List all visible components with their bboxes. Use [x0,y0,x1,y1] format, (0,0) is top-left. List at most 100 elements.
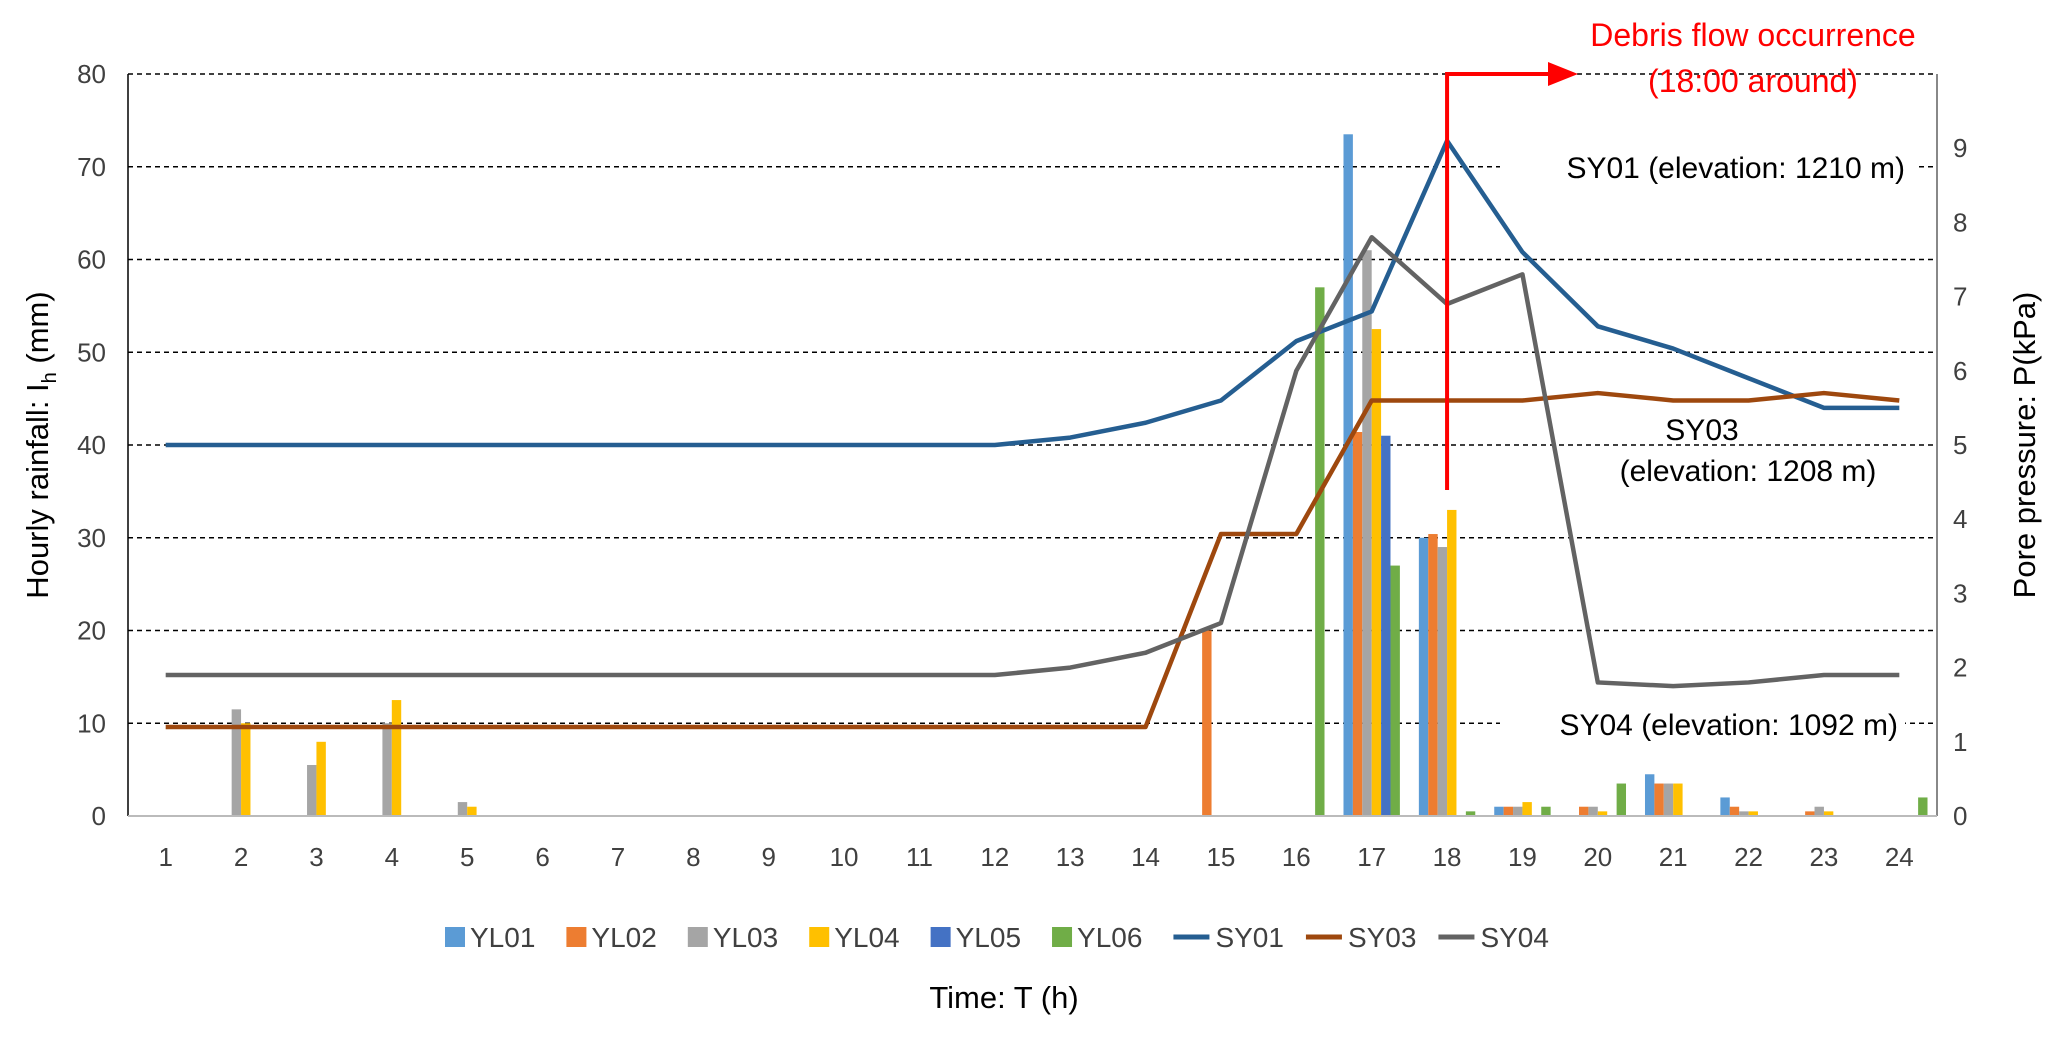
legend-label-sy04: SY04 [1480,922,1549,953]
y-right-tick-label: 7 [1953,282,1967,312]
event-label-line1: Debris flow occurrence [1590,17,1915,53]
bar-yl04 [1823,811,1834,816]
y-axis-right-label: Pore pressure: P(kPa) [2007,292,2042,599]
bar-yl02 [1352,432,1363,816]
x-tick-label: 24 [1885,842,1914,872]
event-marker-line [1445,72,1555,490]
bar-yl04 [1673,783,1683,816]
sy03-annotation: SY03 (elevation: 1208 m) [1595,414,1900,490]
bar-yl01 [1418,537,1429,816]
arrow-right-icon [1548,62,1578,86]
x-tick-label: 5 [460,842,474,872]
bar-yl03 [1362,250,1372,817]
y-left-tick-label: 40 [77,430,106,460]
sy01-annotation: SY01 (elevation: 1210 m) [1500,145,1915,187]
bar-yl03 [1513,806,1523,816]
axes [127,74,1938,817]
y-axis-left-label: Hourly rainfall: Ih (mm) [20,291,61,598]
legend: YL01 YL02 YL03 YL04 YL05 YL06 SY01 SY03 SY04 [445,922,1549,953]
legend-label-yl03: YL03 [713,922,778,953]
x-tick-label: 23 [1809,842,1838,872]
bar-yl02 [1428,534,1438,816]
bar-yl03 [457,802,468,816]
bar-yl02 [1202,630,1212,816]
x-axis-label: Time: T (h) [929,980,1078,1015]
x-tick-label: 4 [385,842,399,872]
bar-yl04 [391,700,402,816]
bar-yl04 [1371,329,1382,816]
y-right-tick-label: 9 [1953,133,1967,163]
event-label-line2: (18:00 around) [1648,63,1858,99]
x-tick-label: 17 [1357,842,1386,872]
sy04-annotation: SY04 (elevation: 1092 m) [1500,703,1905,745]
y-right-tick-label: 1 [1953,727,1967,757]
x-tick-label: 2 [234,842,248,872]
y-left-tick-label: 10 [77,708,106,738]
x-tick-label: 19 [1508,842,1537,872]
x-tick-label: 1 [158,842,172,872]
y-right-tick-label: 6 [1953,356,1967,386]
bar-yl04 [1597,811,1608,816]
x-tick-label: 14 [1131,842,1160,872]
bar-yl04 [1522,802,1532,816]
line-sy04 [165,234,1900,689]
bar-yl03 [1739,811,1749,816]
legend-label-sy03: SY03 [1348,922,1417,953]
bar-yl03 [1437,547,1448,816]
y-left-tick-label: 0 [92,801,106,831]
bar-yl04 [1447,509,1457,816]
x-tick-label: 20 [1583,842,1612,872]
y-left-tick-label: 80 [77,59,106,89]
y-left-tick-label: 60 [77,245,106,275]
legend-label-yl06: YL06 [1077,922,1142,953]
x-tick-label: 13 [1056,842,1085,872]
bar-yl06 [1918,797,1928,816]
sy03-label-line1: SY03 [1665,414,1738,447]
sy03-label-line2: (elevation: 1208 m) [1620,455,1877,488]
bar-yl02 [1729,806,1740,816]
y-right-tick-label: 5 [1953,430,1967,460]
legend-swatch-yl06 [1052,927,1073,947]
x-tick-label: 7 [611,842,625,872]
bar-yl04 [1748,811,1758,816]
x-tick-label: 15 [1206,842,1235,872]
y-right-tick-label: 3 [1953,578,1967,608]
y-left-tick-label: 50 [77,337,106,367]
bar-yl02 [1579,806,1589,816]
y-left-tick-label: 70 [77,152,106,182]
bar-yl03 [1814,806,1824,816]
legend-swatch-yl02 [566,927,587,947]
bar-yl05 [1381,435,1391,816]
x-tick-label: 11 [906,842,933,872]
x-tick-label: 6 [535,842,549,872]
bar-yl03 [307,764,317,816]
legend-swatch-yl04 [809,927,830,947]
legend-label-yl01: YL01 [470,922,535,953]
bar-yl01 [1720,797,1730,816]
y-left-tick-label: 20 [77,616,106,646]
line-sy03 [165,390,1900,730]
bar-yl06 [1465,811,1476,816]
x-tick-label: 16 [1282,842,1311,872]
y-right-tick-label: 0 [1953,801,1967,831]
legend-swatch-yl05 [930,927,951,947]
sy04-label: SY04 (elevation: 1092 m) [1559,709,1898,742]
legend-swatch-yl01 [445,927,465,947]
bars [231,134,1928,817]
legend-label-yl02: YL02 [591,922,656,953]
x-tick-label: 3 [309,842,323,872]
bar-yl01 [1644,774,1655,816]
bar-yl06 [1315,287,1325,816]
bar-yl03 [1588,806,1598,816]
x-tick-label: 8 [686,842,700,872]
x-tick-label: 9 [761,842,775,872]
x-tick-label: 22 [1734,842,1763,872]
y-right-tick-label: 8 [1953,207,1967,237]
bar-yl04 [316,741,326,816]
bar-yl01 [1494,806,1504,816]
bar-yl06 [1541,806,1551,816]
bar-yl02 [1654,783,1664,816]
legend-swatch-yl03 [687,927,708,947]
